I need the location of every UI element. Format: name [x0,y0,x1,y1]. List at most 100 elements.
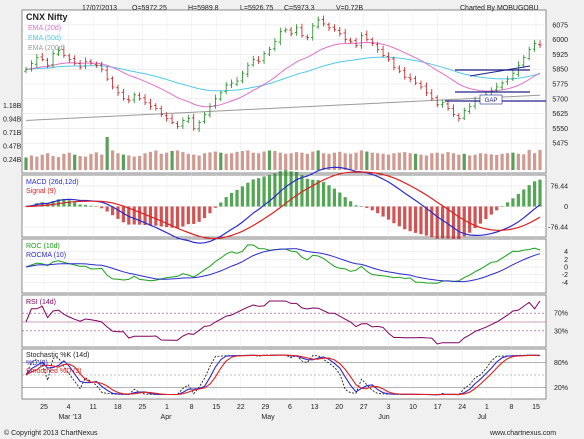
macd-histogram-bar [435,206,439,239]
footer-watermark: www.chartnexus.com [489,430,556,437]
macd-histogram-bar [240,186,245,207]
volume-bar [424,155,428,170]
volume-bar [262,151,266,170]
volume-bar [257,153,261,170]
credit-label: Charted By MOBUGOBU [460,5,539,12]
volume-bar [192,154,196,170]
macd-histogram-bar [213,206,217,208]
macd-histogram-bar [230,192,234,207]
macd-histogram-bar [67,200,71,207]
macd-histogram-bar [462,206,466,237]
macd-histogram-bar [83,204,88,207]
rsi-series [25,300,541,345]
x-tick-label: 6 [288,404,292,411]
macd-histogram-bar [289,171,293,207]
macd-histogram-bar [511,198,515,207]
volume-bar [110,150,115,170]
macd-histogram-bar [527,185,531,207]
x-tick-label: 4 [67,404,71,411]
x-tick-label: 22 [237,404,245,411]
x-tick-label: 29 [262,404,270,411]
month-label: Apr [161,414,173,421]
macd-histogram-bar [73,202,77,207]
volume-bar [251,152,255,170]
macd-histogram-bar [208,206,212,214]
stoch-smoothed-d-line [25,354,540,396]
volume-bar [105,137,109,170]
volume-bar [505,153,510,170]
volume-bar [516,153,520,170]
volume-bar [289,153,293,170]
volume-bar [473,154,477,170]
stoch-legend-item: Smoothed %D (3) [26,368,82,375]
volume-bar [430,153,434,170]
macd-histogram-bar [338,192,342,207]
stoch-tick-label: 20% [554,385,568,392]
macd-histogram-bar [165,206,169,228]
macd-histogram-bar [305,178,309,207]
volume-tick-label: 0.24B [3,157,22,164]
rsi-line [25,300,541,345]
roc-tick-label: 4 [564,249,568,256]
volume-bar [40,154,44,170]
month-label: Mar '13 [58,414,81,421]
macd-histogram-bar [505,202,510,207]
macd-histogram-bar [311,179,315,207]
macd-histogram-bar [386,206,391,220]
volume-bar [386,154,391,170]
macd-histogram-bar [192,206,196,224]
stoch-k-line [25,354,541,396]
macd-histogram-bar [127,206,131,225]
volume-bar [511,152,515,170]
high-label: H=5989.8 [188,5,219,12]
month-label: May [261,414,275,421]
price-tick-label: 6000 [552,37,568,44]
macd-histogram-bar [170,206,174,228]
price-tick-label: 5925 [552,52,568,59]
x-tick-label: 25 [40,404,48,411]
macd-histogram-bar [376,206,380,214]
volume-bar [159,153,163,170]
macd-histogram-bar [132,206,136,225]
macd-histogram-bar [267,175,272,207]
x-tick-label: 11 [90,404,97,411]
volume-bar [435,152,439,170]
stoch-legend-item: %D (3) [26,360,48,367]
volume-bar [62,153,66,170]
macd-histogram-bar [403,206,407,230]
volume-bar [495,154,499,170]
volume-bar [468,155,472,170]
x-tick-label: 24 [458,404,466,411]
macd-histogram-bar [143,206,147,226]
macd-histogram-bar [473,206,477,229]
volume-bar [89,154,93,170]
volume-bar [478,153,483,170]
volume-bar [148,151,153,170]
volume-bar [457,154,461,170]
volume-bar [78,156,82,170]
macd-histogram-bar [441,206,445,239]
macd-tick-label: 76.44 [550,184,568,191]
volume-bar [462,153,466,170]
x-tick-label: 15 [532,404,540,411]
volume-bar [121,154,125,170]
x-tick-label: 8 [190,404,194,411]
volume-bar [67,152,71,170]
volume-bar [294,152,299,170]
x-tick-label: 20 [335,404,343,411]
stoch-legend-item: Stochastic %K (14d) [26,352,89,359]
volume-label: V=0.72B [336,5,363,12]
x-tick-label: 17 [434,404,442,411]
macd-histogram-bar [100,206,104,209]
volume-bar [338,151,342,170]
month-label: Jun [378,414,389,421]
x-tick-label: 18 [114,404,122,411]
macd-histogram-bar [235,189,239,207]
price-tick-label: 5625 [552,111,568,118]
volume-bar [376,153,380,170]
volume-bar [370,152,374,170]
rsi-legend-item: RSI (14d) [26,299,56,306]
volume-bar [273,150,277,170]
footer-copyright: © Copyright 2013 ChartNexus [4,429,98,437]
